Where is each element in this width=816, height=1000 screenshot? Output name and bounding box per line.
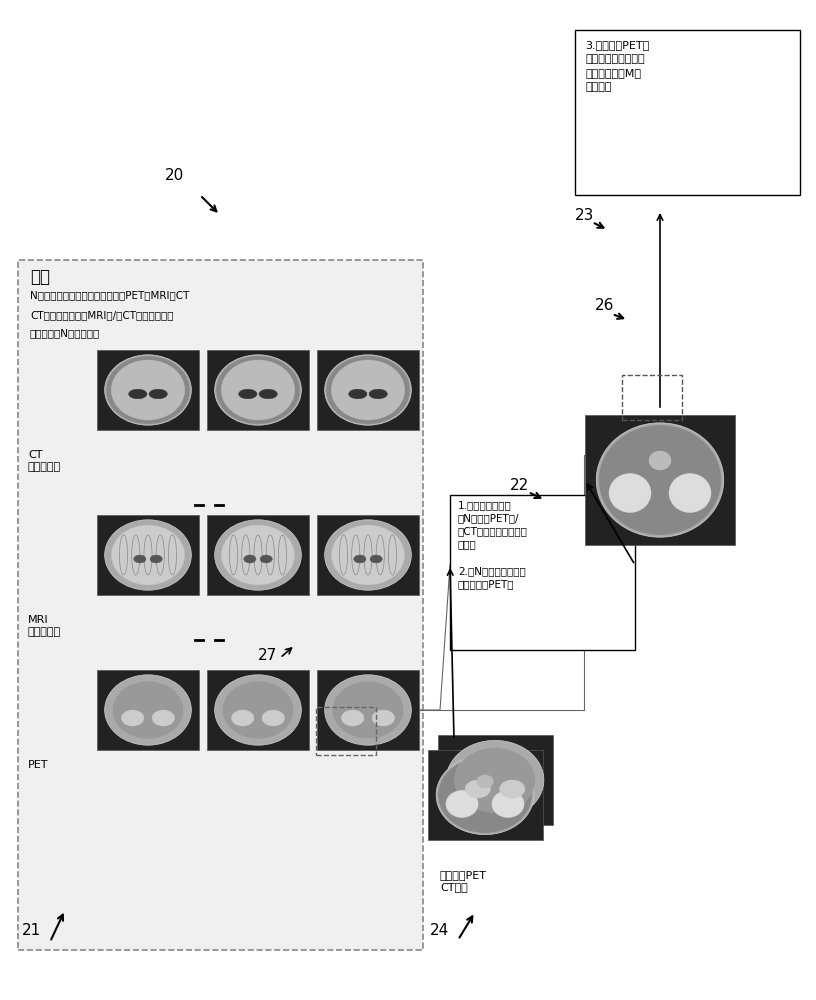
Ellipse shape [106,356,190,424]
Ellipse shape [149,389,167,399]
Bar [207,670,309,750]
Ellipse shape [669,474,711,512]
Bar [97,515,199,595]
Text: 计算相关的N个大脑表面: 计算相关的N个大脑表面 [30,328,100,338]
Ellipse shape [134,555,146,563]
Bar [97,670,199,750]
Bar [207,350,309,430]
Bar [97,350,199,430]
Text: 23: 23 [575,208,594,223]
Ellipse shape [609,474,651,512]
Ellipse shape [104,520,191,590]
Ellipse shape [477,775,494,788]
Bar [317,350,419,430]
FancyBboxPatch shape [450,495,635,650]
Ellipse shape [215,675,301,745]
Ellipse shape [104,355,191,425]
Ellipse shape [499,780,525,798]
Ellipse shape [325,675,411,745]
Bar [622,375,682,420]
Ellipse shape [260,555,273,563]
Ellipse shape [465,780,490,798]
Bar [437,735,552,825]
Text: 21: 21 [22,923,42,938]
Bar [585,415,735,545]
Ellipse shape [455,748,535,812]
Ellipse shape [259,389,277,399]
Ellipse shape [232,710,254,726]
Ellipse shape [262,710,285,726]
Ellipse shape [325,355,411,425]
Ellipse shape [598,425,721,535]
Ellipse shape [596,423,724,537]
Ellipse shape [152,710,175,726]
FancyBboxPatch shape [575,30,800,195]
Ellipse shape [369,389,388,399]
Ellipse shape [492,790,524,818]
Text: 27: 27 [258,648,277,663]
Ellipse shape [331,525,405,585]
Ellipse shape [222,681,294,739]
Text: 3.基于来自PET的
小块相似度来为每个
表面位置选择M个
最佳模板: 3.基于来自PET的 小块相似度来为每个 表面位置选择M个 最佳模板 [585,40,650,92]
Ellipse shape [331,360,405,420]
Ellipse shape [111,525,184,585]
Text: 20: 20 [165,168,184,183]
Ellipse shape [436,755,534,835]
Ellipse shape [446,790,478,818]
Text: 模板: 模板 [30,268,50,286]
Text: N个具代表性的模板，具有匹配的PET、MRI、CT: N个具代表性的模板，具有匹配的PET、MRI、CT [30,290,189,300]
Text: 新的主体PET
CT可选: 新的主体PET CT可选 [440,870,487,892]
Text: PET: PET [28,760,48,770]
Ellipse shape [372,710,394,726]
Text: CT
组织映射图: CT 组织映射图 [28,450,61,472]
Ellipse shape [326,356,410,424]
Text: CT是可选的。来自MRI和/或CT的组织映射图: CT是可选的。来自MRI和/或CT的组织映射图 [30,310,174,320]
FancyBboxPatch shape [18,260,423,950]
Text: MRI
组织映射图: MRI 组织映射图 [28,615,61,637]
Bar [316,707,376,755]
Ellipse shape [370,555,382,563]
Ellipse shape [129,389,147,399]
Ellipse shape [221,360,295,420]
Ellipse shape [446,740,544,820]
Ellipse shape [348,389,367,399]
Text: 1.将新的主体对准
至N个基于PET和/
或CT（如果可用的话）
的模板

2.将N个模板表面定位
在新的主体PET上: 1.将新的主体对准 至N个基于PET和/ 或CT（如果可用的话） 的模板 2.将… [458,500,528,589]
Ellipse shape [221,525,295,585]
Ellipse shape [244,555,256,563]
Bar [317,515,419,595]
Text: 24: 24 [430,923,450,938]
Ellipse shape [104,675,191,745]
Bar [207,515,309,595]
Ellipse shape [649,451,672,470]
Ellipse shape [215,355,301,425]
Ellipse shape [216,356,299,424]
Ellipse shape [150,555,162,563]
Ellipse shape [113,681,184,739]
Ellipse shape [122,710,144,726]
Ellipse shape [353,555,366,563]
Text: 22: 22 [510,478,530,493]
Ellipse shape [325,520,411,590]
Text: 26: 26 [595,298,614,313]
Bar [317,670,419,750]
Ellipse shape [332,681,404,739]
Ellipse shape [238,389,257,399]
Ellipse shape [215,520,301,590]
Ellipse shape [438,757,532,833]
Ellipse shape [111,360,184,420]
Bar [428,750,543,840]
Ellipse shape [341,710,364,726]
